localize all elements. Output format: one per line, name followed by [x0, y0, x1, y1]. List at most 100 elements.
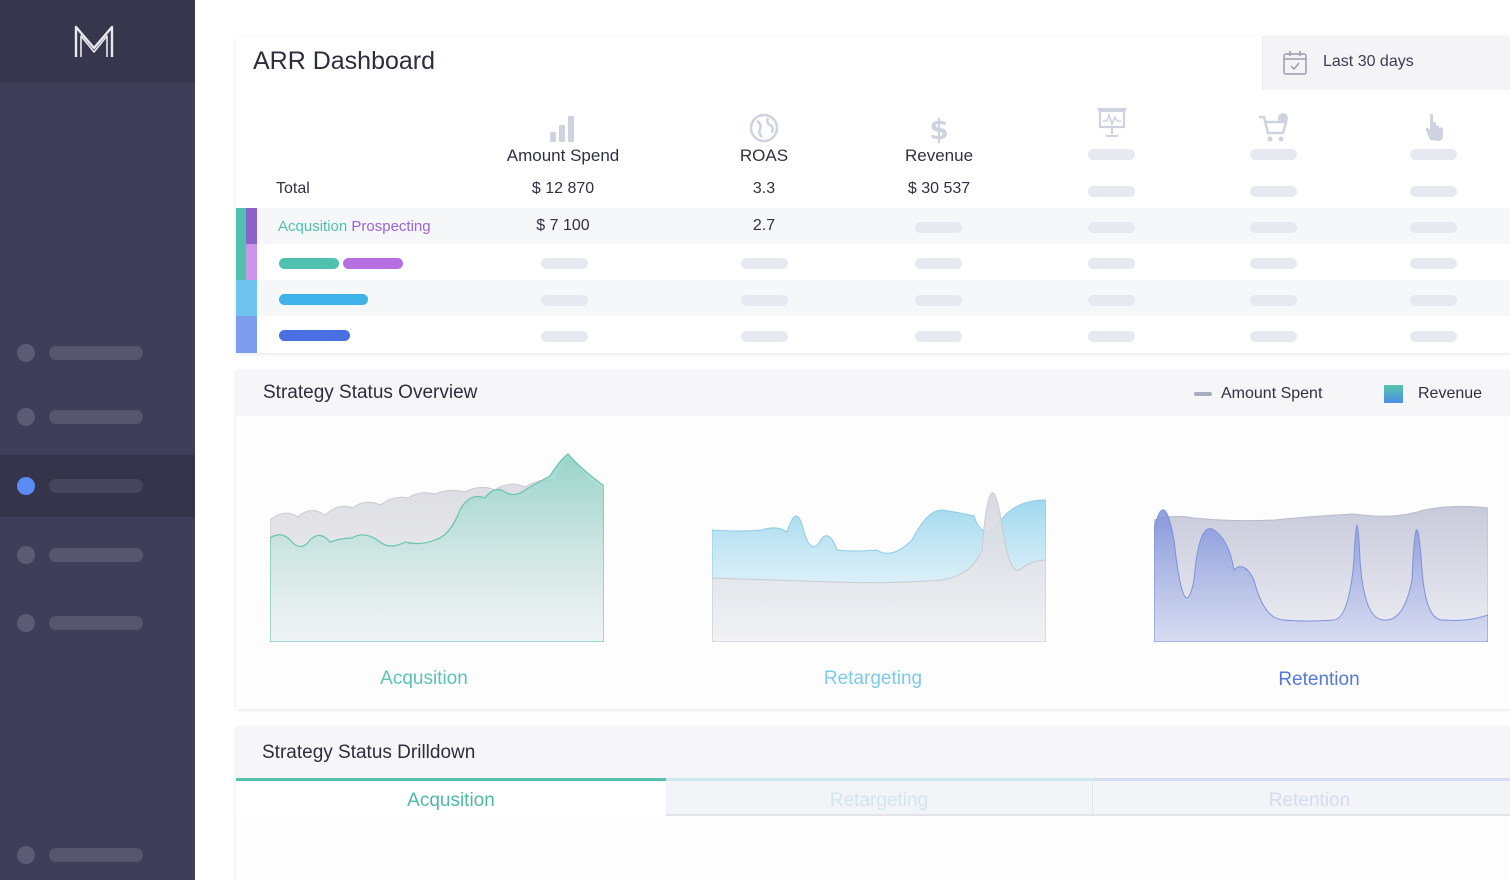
cell-placeholder [741, 295, 788, 306]
table-row[interactable] [236, 316, 1510, 352]
chart-label-retargeting: Retargeting [823, 668, 923, 689]
nav-dot [17, 546, 35, 564]
row-color-blue [236, 316, 257, 353]
col-header-roas[interactable]: ROAS [739, 146, 789, 165]
total-amount-spend: $ 12 870 [531, 180, 595, 197]
label-placeholder-purple [343, 258, 403, 269]
overview-title: Strategy Status Overview [263, 382, 478, 403]
date-range-button[interactable]: Last 30 days [1262, 36, 1510, 90]
calendar-icon [1283, 51, 1307, 75]
label-placeholder-sky [279, 294, 368, 305]
row-color-purple [246, 208, 257, 244]
tab-retention[interactable]: Retention [1092, 778, 1510, 816]
dollar-icon: $ [929, 113, 948, 144]
acquisition-area-chart[interactable] [270, 450, 604, 642]
row-label-part1: Acqusition [278, 218, 348, 235]
chart-label-acquisition: Acqusition [380, 668, 468, 689]
nav-dot [17, 344, 35, 362]
cell-placeholder [1410, 295, 1457, 306]
nav-label-placeholder [49, 479, 143, 493]
cell-placeholder [915, 295, 962, 306]
cell-placeholder [1088, 186, 1135, 197]
label-placeholder-teal [279, 258, 339, 269]
retention-area-chart[interactable] [1154, 500, 1488, 642]
acquisition-revenue-area [270, 453, 604, 642]
cell-placeholder [741, 331, 788, 342]
total-roas: 3.3 [752, 180, 776, 197]
acq-amount-spend: $ 7 100 [536, 217, 590, 234]
logo-icon[interactable] [73, 22, 115, 60]
cell-placeholder [1250, 258, 1297, 269]
nav-label-placeholder [49, 848, 143, 862]
cell-placeholder [1250, 222, 1297, 233]
acq-roas: 2.7 [752, 217, 776, 234]
col-header-amount-spend[interactable]: Amount Spend [506, 146, 620, 165]
logo-area [0, 0, 195, 82]
nav-label-placeholder [49, 616, 143, 630]
sidebar [0, 0, 195, 880]
nav-label-placeholder [49, 410, 143, 424]
svg-text:$: $ [929, 113, 948, 144]
nav-dot [17, 614, 35, 632]
cell-placeholder [1410, 258, 1457, 269]
nav-label-placeholder [49, 548, 143, 562]
retargeting-amount-spent-area [712, 492, 1046, 642]
col-header-placeholder [1250, 149, 1297, 160]
bar-chart-icon [550, 116, 574, 142]
nav-dot [17, 846, 35, 864]
sidebar-item-5[interactable] [0, 592, 195, 654]
col-header-revenue[interactable]: Revenue [904, 146, 974, 165]
sidebar-item-2[interactable] [0, 386, 195, 448]
arr-dashboard-card: ARR Dashboard Last 30 days $ [236, 36, 1510, 353]
sidebar-item-1[interactable] [0, 322, 195, 384]
cell-placeholder [1088, 258, 1135, 269]
total-row-label: Total [276, 180, 310, 197]
cell-placeholder [1088, 295, 1135, 306]
sidebar-item-bottom[interactable] [0, 824, 195, 880]
strategy-overview-card: Strategy Status Overview Amount Spent Re… [236, 370, 1510, 709]
sidebar-item-4[interactable] [0, 524, 195, 586]
tab-retargeting[interactable]: Retargeting [666, 778, 1092, 816]
row-color-teal [236, 208, 246, 280]
retargeting-area-chart[interactable] [712, 480, 1046, 642]
legend-label-revenue: Revenue [1418, 385, 1483, 402]
nav-dot [17, 408, 35, 426]
nav-dot [17, 477, 35, 495]
hand-pointer-icon [1425, 113, 1443, 141]
cell-placeholder [541, 295, 588, 306]
total-revenue: $ 30 537 [907, 180, 971, 197]
legend-swatch-gray [1194, 392, 1212, 396]
label-placeholder-blue [279, 330, 350, 341]
table-row[interactable] [236, 244, 1510, 280]
strategy-drilldown-card: Strategy Status Drilldown Acqusition Ret… [236, 727, 1510, 880]
nav-label-placeholder [49, 346, 143, 360]
row-color-lilac [246, 244, 257, 280]
drilldown-header [236, 727, 1510, 779]
cell-placeholder [1250, 186, 1297, 197]
cell-placeholder [1088, 331, 1135, 342]
cell-placeholder [741, 258, 788, 269]
legend-label-amount-spent: Amount Spent [1221, 385, 1323, 402]
sidebar-item-3-active[interactable] [0, 455, 195, 517]
row-label-acquisition-prospecting[interactable]: Acqusition Prospecting [278, 218, 431, 235]
overview-header [236, 370, 1510, 416]
cell-placeholder [915, 222, 962, 233]
presentation-icon [1098, 108, 1126, 138]
cell-placeholder [541, 331, 588, 342]
tab-acquisition[interactable]: Acqusition [236, 778, 666, 816]
col-header-placeholder [1410, 149, 1457, 160]
globe-icon [749, 113, 779, 143]
legend-swatch-gradient [1384, 385, 1403, 403]
cell-placeholder [915, 331, 962, 342]
cart-icon [1259, 113, 1288, 142]
cell-placeholder [1250, 295, 1297, 306]
cell-placeholder [915, 258, 962, 269]
drilldown-title: Strategy Status Drilldown [262, 742, 476, 763]
table-row[interactable] [236, 208, 1510, 244]
chart-label-retention: Retention [1278, 669, 1360, 690]
date-range-label: Last 30 days [1323, 53, 1414, 70]
row-label-part2: Prospecting [351, 218, 431, 235]
cell-placeholder [1410, 331, 1457, 342]
cell-placeholder [1250, 331, 1297, 342]
table-row[interactable] [236, 280, 1510, 316]
